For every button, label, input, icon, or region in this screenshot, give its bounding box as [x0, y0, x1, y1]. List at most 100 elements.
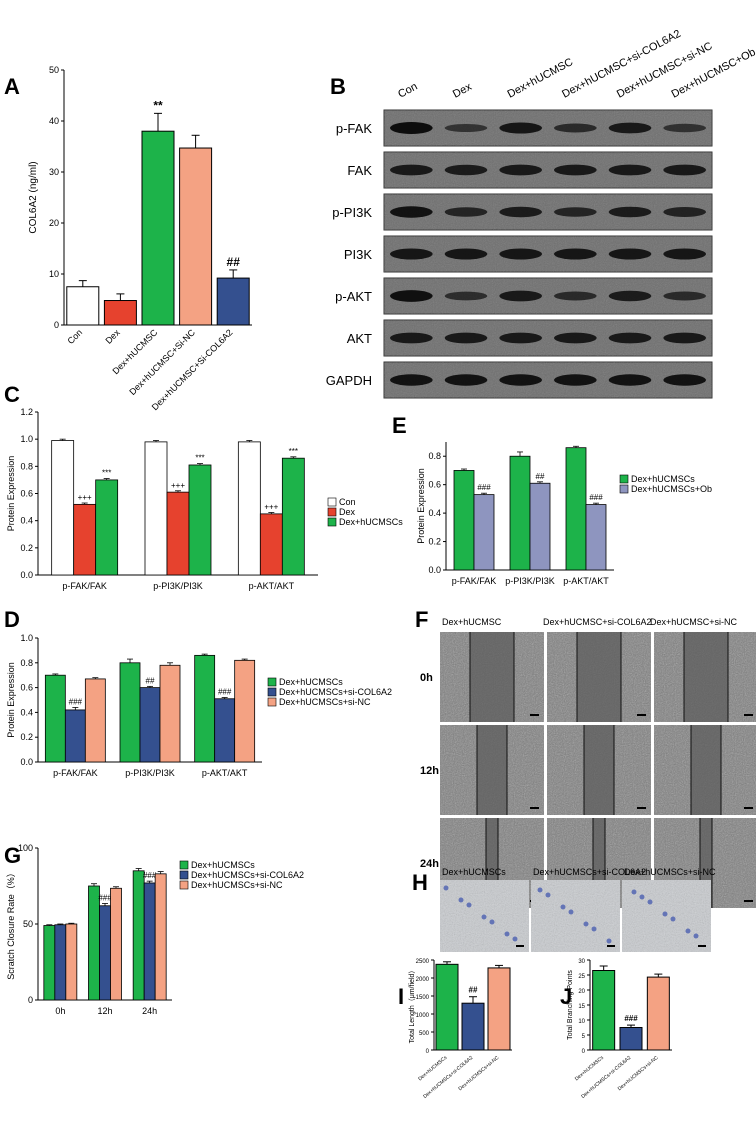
bar: [95, 479, 119, 576]
scratch-gap: [584, 725, 614, 815]
cell-node: [466, 902, 472, 908]
y-tick-label: 15: [578, 1004, 585, 1010]
micrograph-column-label: Dex+hUCMSC: [442, 617, 502, 627]
blot-row-label: p-FAK: [336, 121, 372, 136]
y-tick-label: 1500: [416, 995, 430, 1001]
blot-band: [390, 122, 433, 134]
significance-label: ***: [289, 447, 298, 456]
bar: [166, 491, 190, 576]
bar: [585, 504, 607, 571]
blot-band: [663, 248, 706, 260]
panel-label-i: I: [398, 984, 404, 1009]
y-tick-label: 10: [49, 269, 59, 279]
blot-band: [554, 291, 597, 301]
x-tick-label: Dex: [103, 327, 122, 346]
scale-bar: [530, 807, 539, 809]
blot-band: [499, 164, 542, 176]
blot-band: [444, 164, 488, 176]
x-tick-label: p-PI3K/PI3K: [153, 581, 203, 591]
panel-label-a: A: [4, 74, 20, 99]
y-tick-label: 1.0: [20, 434, 33, 444]
legend-swatch: [267, 677, 277, 687]
legend-label: Dex+hUCMSCs: [339, 517, 403, 527]
legend-label: Dex+hUCMSCs+si-NC: [279, 697, 371, 707]
bar: [65, 923, 78, 1001]
blot-band: [444, 374, 488, 386]
y-tick-label: 0: [28, 995, 33, 1005]
blot-noise: [384, 236, 712, 272]
cell-node: [512, 936, 518, 942]
significance-label: ###: [589, 493, 603, 502]
legend-label: Dex+hUCMSCs+Ob: [631, 484, 712, 494]
significance-label: ###: [143, 871, 157, 880]
panel-label-b: B: [330, 74, 346, 99]
bar: [529, 482, 551, 571]
significance-label: **: [153, 98, 163, 112]
y-tick-label: 0.4: [20, 707, 33, 717]
cell-node: [458, 897, 464, 903]
bar: [73, 503, 97, 576]
y-axis-label: Protein Expression: [6, 662, 16, 738]
bar: [51, 440, 75, 576]
scratch-gap: [691, 725, 721, 815]
blot-band: [390, 332, 433, 344]
micrograph-column-label: Dex+hUCMSC+si-COL6A2: [543, 617, 652, 627]
blot-noise: [384, 278, 712, 314]
x-tick-label: 0h: [55, 1006, 65, 1016]
blot-noise: [384, 152, 712, 188]
bar: [66, 286, 100, 326]
cell-node: [647, 899, 653, 905]
bar: [44, 674, 66, 763]
y-tick-label: 25: [578, 974, 585, 980]
panel-label-f: F: [415, 607, 428, 632]
x-tick-label: Dex+hUCMSC+Si-NC: [127, 327, 197, 397]
legend-swatch: [267, 697, 277, 707]
scale-bar: [744, 900, 753, 902]
y-tick-label: 0.4: [20, 516, 33, 526]
legend-swatch: [327, 517, 337, 527]
blot-band: [499, 248, 542, 260]
blot-band: [390, 374, 433, 386]
micrograph-column-label: Dex+hUCMSCs+si-COL6A2: [533, 867, 646, 877]
y-tick-label: 0.0: [20, 570, 33, 580]
blot-lane-label: Con: [396, 81, 419, 101]
x-tick-label: 12h: [97, 1006, 112, 1016]
y-axis-label: Protein Expression: [416, 468, 426, 544]
significance-label: ###: [218, 688, 232, 697]
blot-band: [390, 164, 433, 176]
scale-bar: [637, 807, 646, 809]
y-tick-label: 50: [49, 65, 59, 75]
bar: [103, 300, 137, 326]
y-tick-label: 0.0: [20, 757, 33, 767]
blot-band: [499, 206, 542, 218]
y-tick-label: 500: [419, 1031, 430, 1037]
y-tick-label: 0: [582, 1049, 586, 1055]
blot-band: [608, 374, 652, 386]
blot-band: [444, 291, 488, 301]
blot-band: [554, 374, 597, 386]
x-tick-label: p-AKT/AKT: [563, 576, 609, 586]
significance-label: +++: [264, 503, 278, 512]
chart-c-protein-expression: 0.0 0.2 0.4 0.6 0.8 1.0 1.2 Protein Expression +…: [6, 407, 403, 591]
y-tick-label: 30: [49, 167, 59, 177]
legend-swatch: [267, 687, 277, 697]
blot-lane-label: Dex+hUCMSC+si-NC: [615, 40, 715, 101]
bar: [139, 687, 161, 763]
x-tick-label: p-PI3K/PI3K: [505, 576, 555, 586]
cell-node: [693, 933, 699, 939]
scale-bar: [698, 945, 706, 947]
y-tick-label: 0.2: [20, 732, 33, 742]
blot-row-label: p-PI3K: [332, 205, 372, 220]
bar: [88, 885, 100, 1001]
scratch-assay-micrographs: Dex+hUCMSC Dex+hUCMSC+si-COL6A2 Dex+hUCMSC…: [420, 617, 756, 908]
blot-row-label: FAK: [347, 163, 372, 178]
cell-node: [639, 894, 645, 900]
y-tick-label: 50: [23, 919, 33, 929]
legend-label: Dex+hUCMSCs: [191, 860, 255, 870]
legend-swatch: [327, 507, 337, 517]
cell-node: [443, 885, 449, 891]
significance-label: ###: [98, 893, 112, 902]
y-tick-label: 0.8: [20, 658, 33, 668]
blot-band: [554, 248, 597, 260]
